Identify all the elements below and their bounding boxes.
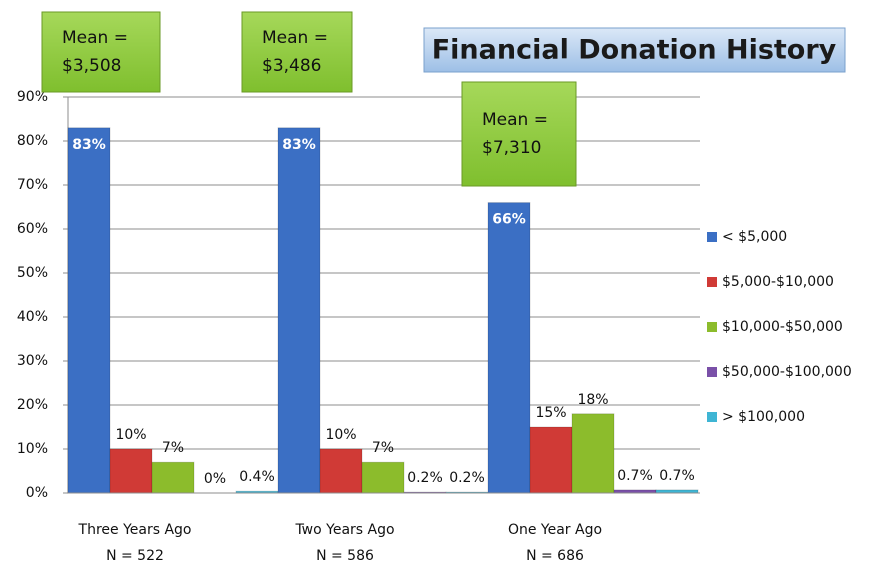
mean-label: Mean = bbox=[482, 110, 548, 130]
bar bbox=[109, 448, 153, 494]
bar bbox=[277, 127, 321, 494]
y-tick-label: 40% bbox=[17, 309, 48, 325]
value-label: 83% bbox=[282, 137, 316, 153]
y-tick-label: 70% bbox=[17, 177, 48, 193]
y-tick-label: 80% bbox=[17, 133, 48, 149]
bar bbox=[529, 426, 573, 494]
x-tick-label: Three Years Ago bbox=[78, 522, 192, 538]
x-tick-label: Two Years Ago bbox=[294, 522, 394, 538]
mean-label: Mean = bbox=[262, 28, 328, 48]
y-tick-label: 90% bbox=[17, 89, 48, 105]
mean-label: Mean = bbox=[62, 28, 128, 48]
title-box bbox=[423, 27, 846, 73]
legend-swatch bbox=[707, 322, 717, 332]
value-label: 83% bbox=[72, 137, 106, 153]
x-tick-note: N = 686 bbox=[526, 548, 584, 564]
bar bbox=[151, 461, 195, 494]
value-label: 18% bbox=[577, 392, 608, 408]
value-label: 10% bbox=[115, 427, 146, 443]
value-label: 7% bbox=[372, 440, 394, 456]
value-label: 0.7% bbox=[659, 468, 695, 484]
legend-label: $5,000-$10,000 bbox=[722, 274, 834, 290]
y-tick-label: 30% bbox=[17, 353, 48, 369]
bar bbox=[571, 413, 615, 494]
mean-value: $7,310 bbox=[482, 138, 541, 158]
bar bbox=[487, 202, 531, 494]
value-label: 0.2% bbox=[449, 470, 485, 486]
y-tick-label: 60% bbox=[17, 221, 48, 237]
y-tick-label: 50% bbox=[17, 265, 48, 281]
value-label: 0.7% bbox=[617, 468, 653, 484]
bar bbox=[67, 127, 111, 494]
value-label: 10% bbox=[325, 427, 356, 443]
legend-swatch bbox=[707, 412, 717, 422]
value-label: 0.4% bbox=[239, 469, 275, 485]
legend-label: $50,000-$100,000 bbox=[722, 364, 852, 380]
y-tick-label: 10% bbox=[17, 441, 48, 457]
legend-swatch bbox=[707, 367, 717, 377]
x-tick-note: N = 522 bbox=[106, 548, 164, 564]
legend-swatch bbox=[707, 232, 717, 242]
legend-label: > $100,000 bbox=[722, 409, 805, 425]
value-label: 15% bbox=[535, 405, 566, 421]
mean-box bbox=[241, 11, 353, 93]
mean-box bbox=[461, 81, 577, 187]
value-label: 7% bbox=[162, 440, 184, 456]
value-label: 66% bbox=[492, 212, 526, 228]
legend-swatch bbox=[707, 277, 717, 287]
mean-box bbox=[41, 11, 161, 93]
mean-value: $3,486 bbox=[262, 56, 321, 76]
value-label: 0% bbox=[204, 471, 226, 487]
x-tick-note: N = 586 bbox=[316, 548, 374, 564]
bar bbox=[319, 448, 363, 494]
chart-title: Financial Donation History bbox=[432, 35, 837, 66]
bar bbox=[361, 461, 405, 494]
y-tick-label: 20% bbox=[17, 397, 48, 413]
legend-label: < $5,000 bbox=[722, 229, 787, 245]
x-tick-label: One Year Ago bbox=[508, 522, 602, 538]
legend-label: $10,000-$50,000 bbox=[722, 319, 843, 335]
y-tick-label: 0% bbox=[26, 485, 48, 501]
value-label: 0.2% bbox=[407, 470, 443, 486]
mean-value: $3,508 bbox=[62, 56, 121, 76]
